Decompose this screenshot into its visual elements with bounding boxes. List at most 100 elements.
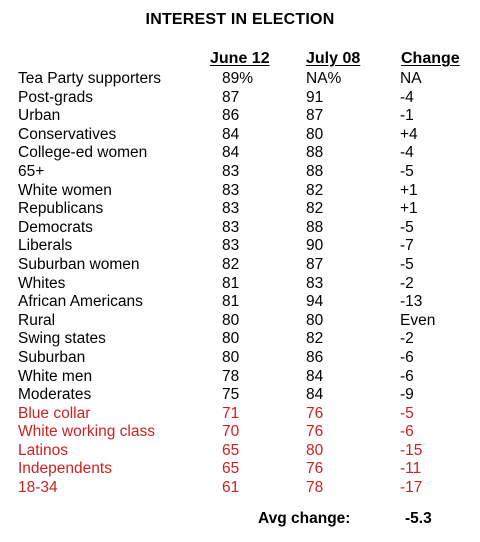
june-12-value: 84 bbox=[222, 125, 240, 143]
row-label: Republicans bbox=[18, 200, 104, 218]
july-08-value: 84 bbox=[306, 386, 324, 404]
table-row: White women 83 82 +1 bbox=[18, 182, 468, 201]
june-12-value: 80 bbox=[222, 348, 240, 366]
table-row: Independents 65 76 -11 bbox=[18, 460, 468, 479]
row-label: African Americans bbox=[18, 293, 143, 311]
july-08-value: 88 bbox=[306, 218, 324, 236]
june-12-value: 61 bbox=[222, 479, 240, 497]
july-08-value: 82 bbox=[306, 200, 324, 218]
table-row: Suburban 80 86 -6 bbox=[18, 349, 468, 368]
june-12-value: 83 bbox=[222, 200, 240, 218]
july-08-value: 91 bbox=[306, 88, 324, 106]
change-value: -6 bbox=[400, 348, 414, 366]
row-label: Independents bbox=[18, 460, 112, 478]
table-row: Democrats 83 88 -5 bbox=[18, 219, 468, 238]
table-row: Rural 80 80 Even bbox=[18, 312, 468, 331]
column-header-change: Change bbox=[401, 50, 460, 67]
row-label: White men bbox=[18, 367, 93, 385]
change-value: -5 bbox=[400, 218, 414, 236]
row-label: Urban bbox=[18, 107, 61, 125]
change-value: -1 bbox=[400, 107, 414, 125]
row-label: 18-34 bbox=[18, 479, 58, 497]
row-label: Rural bbox=[18, 311, 56, 329]
table-row: Latinos 65 80 -15 bbox=[18, 442, 468, 461]
row-label: Swing states bbox=[18, 330, 106, 348]
row-label: Suburban women bbox=[18, 255, 140, 273]
table-row: Whites 81 83 -2 bbox=[18, 275, 468, 294]
july-08-value: 80 bbox=[306, 125, 324, 143]
table-row: Tea Party supporters 89% NA% NA bbox=[18, 70, 468, 89]
change-value: +1 bbox=[400, 181, 418, 199]
change-value: -9 bbox=[400, 386, 414, 404]
row-label: Post-grads bbox=[18, 88, 93, 106]
table-row: White men 78 84 -6 bbox=[18, 368, 468, 387]
july-08-value: 82 bbox=[306, 181, 324, 199]
change-value: +4 bbox=[400, 125, 418, 143]
june-12-value: 81 bbox=[222, 293, 240, 311]
change-value: -5 bbox=[400, 255, 414, 273]
july-08-value: 83 bbox=[306, 274, 324, 292]
june-12-value: 82 bbox=[222, 255, 240, 273]
june-12-value: 83 bbox=[222, 181, 240, 199]
june-12-value: 80 bbox=[222, 330, 240, 348]
table-row: Suburban women 82 87 -5 bbox=[18, 256, 468, 275]
table-row: 18-34 61 78 -17 bbox=[18, 479, 468, 498]
july-08-value: 88 bbox=[306, 162, 324, 180]
avg-change-value: -5.3 bbox=[405, 510, 432, 527]
table-row: White working class 70 76 -6 bbox=[18, 423, 468, 442]
june-12-value: 65 bbox=[222, 460, 240, 478]
row-label: White women bbox=[18, 181, 112, 199]
june-12-value: 83 bbox=[222, 162, 240, 180]
july-08-value: 87 bbox=[306, 107, 324, 125]
change-value: -5 bbox=[400, 404, 414, 422]
june-12-value: 83 bbox=[222, 237, 240, 255]
june-12-value: 80 bbox=[222, 311, 240, 329]
july-08-value: 76 bbox=[306, 404, 324, 422]
june-12-value: 78 bbox=[222, 367, 240, 385]
table-row: Liberals 83 90 -7 bbox=[18, 237, 468, 256]
change-value: -5 bbox=[400, 162, 414, 180]
july-08-value: 94 bbox=[306, 293, 324, 311]
july-08-value: 84 bbox=[306, 367, 324, 385]
july-08-value: 76 bbox=[306, 460, 324, 478]
table-row: Moderates 75 84 -9 bbox=[18, 386, 468, 405]
july-08-value: 78 bbox=[306, 479, 324, 497]
column-header-june-12: June 12 bbox=[210, 50, 270, 67]
june-12-value: 81 bbox=[222, 274, 240, 292]
row-label: Latinos bbox=[18, 441, 68, 459]
july-08-value: 80 bbox=[306, 441, 324, 459]
change-value: Even bbox=[400, 311, 436, 329]
june-12-value: 75 bbox=[222, 386, 240, 404]
change-value: -15 bbox=[400, 441, 423, 459]
table-body: Tea Party supporters 89% NA% NA Post-grads 87… bbox=[18, 70, 468, 498]
table-row: Swing states 80 82 -2 bbox=[18, 330, 468, 349]
change-value: -4 bbox=[400, 88, 414, 106]
july-08-value: 86 bbox=[306, 348, 324, 366]
june-12-value: 87 bbox=[222, 88, 240, 106]
row-label: White working class bbox=[18, 423, 155, 441]
july-08-value: 87 bbox=[306, 255, 324, 273]
change-value: -4 bbox=[400, 144, 414, 162]
change-value: +1 bbox=[400, 200, 418, 218]
row-label: Conservatives bbox=[18, 125, 117, 143]
june-12-value: 65 bbox=[222, 441, 240, 459]
july-08-value: 82 bbox=[306, 330, 324, 348]
table-row: College-ed women 84 88 -4 bbox=[18, 144, 468, 163]
june-12-value: 70 bbox=[222, 423, 240, 441]
july-08-value: 76 bbox=[306, 423, 324, 441]
table-row: Blue collar 71 76 -5 bbox=[18, 405, 468, 424]
june-12-value: 71 bbox=[222, 404, 240, 422]
table-row: African Americans 81 94 -13 bbox=[18, 293, 468, 312]
change-value: -6 bbox=[400, 367, 414, 385]
july-08-value: 80 bbox=[306, 311, 324, 329]
change-value: NA bbox=[400, 70, 422, 87]
change-value: -11 bbox=[400, 460, 422, 478]
table-row: Urban 86 87 -1 bbox=[18, 107, 468, 126]
table-row: Republicans 83 82 +1 bbox=[18, 200, 468, 219]
change-value: -17 bbox=[400, 479, 423, 497]
july-08-value: 88 bbox=[306, 144, 324, 162]
row-label: Blue collar bbox=[18, 404, 91, 422]
row-label: Whites bbox=[18, 274, 66, 292]
table-title: INTEREST IN ELECTION bbox=[145, 11, 335, 28]
change-value: -2 bbox=[400, 274, 414, 292]
